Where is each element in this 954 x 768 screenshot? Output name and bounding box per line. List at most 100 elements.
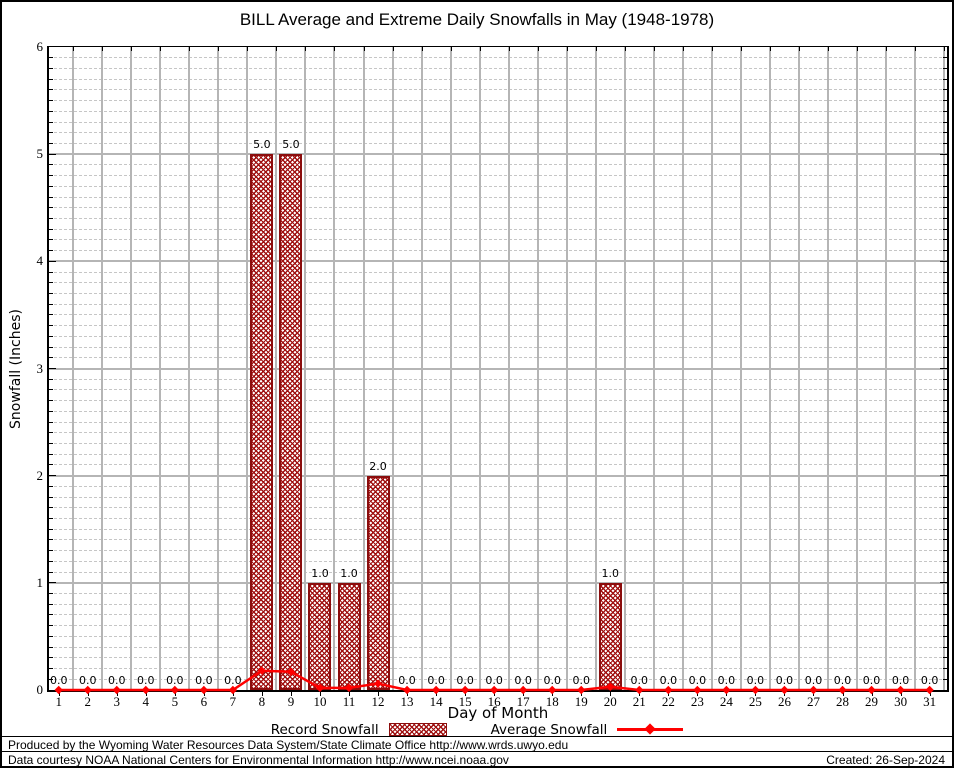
y-tick-right [943, 550, 947, 552]
average-point-marker [809, 685, 818, 695]
legend-average-line [617, 723, 684, 735]
y-tick-left [49, 571, 53, 573]
y-tick-right [943, 507, 947, 509]
plot-top-border [47, 46, 948, 47]
bar-value-label: 0.0 [862, 674, 881, 687]
average-point-marker [373, 679, 383, 688]
x-tick-label: 4 [142, 694, 150, 709]
average-point-marker [518, 685, 528, 695]
y-tick-right [943, 335, 947, 337]
record-snowfall-bar [308, 582, 332, 690]
grid-vertical-line [826, 47, 829, 690]
x-tick-label: 19 [574, 694, 588, 709]
y-axis-line [47, 46, 49, 692]
y-tick-left [49, 185, 53, 187]
y-tick-left [49, 678, 53, 680]
y-tick-left [49, 528, 53, 530]
top-tick [276, 47, 278, 51]
record-snowfall-bar [250, 154, 274, 690]
x-tick [581, 692, 583, 696]
y-tick-right [943, 78, 947, 80]
y-tick-left [49, 217, 53, 219]
grid-minor-line [49, 57, 947, 59]
x-tick [203, 692, 205, 696]
legend-line-marker-icon [644, 723, 656, 735]
grid-major-line [49, 367, 947, 370]
x-tick-label: 24 [719, 694, 733, 709]
average-point-marker [228, 685, 238, 695]
bar-value-label: 0.0 [659, 674, 678, 687]
grid-major-line [49, 260, 947, 263]
average-point-marker [431, 685, 441, 695]
y-tick-right [943, 228, 947, 230]
grid-minor-line [49, 528, 947, 530]
x-tick [610, 692, 612, 696]
average-point-marker [751, 685, 760, 695]
top-tick [334, 47, 336, 51]
top-tick [421, 47, 423, 51]
y-tick-left [49, 314, 53, 316]
y-tick-left [49, 282, 53, 284]
y-tick-left [49, 625, 53, 627]
y-tick-right [943, 142, 947, 144]
y-tick-right [943, 346, 947, 348]
grid-vertical-line [885, 47, 888, 690]
y-tick-right [943, 625, 947, 627]
grid-minor-line [49, 67, 947, 69]
bar-value-label: 0.0 [514, 674, 532, 687]
grid-minor-line [49, 389, 947, 391]
y-tick-left [49, 357, 53, 359]
grid-vertical-line [101, 47, 104, 690]
top-tick [247, 47, 249, 51]
bar-value-label: 0.0 [195, 674, 213, 687]
grid-vertical-line [188, 47, 191, 690]
bar-value-label: 0.0 [833, 674, 852, 687]
record-snowfall-bar [366, 475, 390, 690]
grid-minor-line [49, 571, 947, 573]
average-point-marker [141, 685, 150, 695]
grid-minor-line [49, 550, 947, 552]
x-tick-label: 25 [748, 694, 762, 709]
y-tick-left [49, 453, 53, 455]
y-tick-right [943, 121, 947, 123]
grid-vertical-line [914, 47, 917, 690]
x-tick [842, 692, 844, 696]
y-tick-label: 4 [36, 253, 44, 269]
grid-vertical-line [856, 47, 859, 690]
y-tick-left [49, 432, 53, 434]
footer-line-2: Data courtesy NOAA National Centers for … [8, 753, 509, 767]
x-axis-title: Day of Month [447, 704, 549, 722]
y-tick-left [49, 142, 53, 144]
grid-minor-line [49, 635, 947, 637]
grid-minor-line [49, 185, 947, 187]
grid-minor-line [49, 314, 947, 316]
x-tick [726, 692, 728, 696]
grid-minor-line [49, 507, 947, 509]
grid-minor-line [49, 78, 947, 80]
y-tick-label: 6 [36, 39, 44, 54]
x-tick-label: 30 [894, 694, 908, 709]
y-tick-label: 3 [36, 360, 44, 376]
y-tick-label: 1 [36, 574, 44, 590]
bar-value-label: 1.0 [340, 566, 358, 580]
y-tick-left [49, 239, 53, 241]
grid-vertical-line [710, 47, 713, 690]
grid-major-line [49, 153, 947, 156]
bar-value-label: 0.0 [543, 674, 561, 687]
grid-vertical-line [449, 47, 452, 690]
grid-vertical-line [739, 47, 742, 690]
grid-vertical-line [130, 47, 133, 690]
y-tick-right [943, 185, 947, 187]
x-tick [145, 692, 147, 696]
x-tick [900, 692, 902, 696]
grid-minor-line [49, 657, 947, 659]
grid-minor-line [49, 678, 947, 680]
y-tick-left [49, 335, 53, 337]
y-tick-label: 0 [36, 682, 44, 697]
top-tick [798, 47, 800, 51]
x-tick [378, 692, 380, 696]
plot-area: 0 1 2 3 4 5 6 1 2 3 4 5 6 7 8 9 10 11 12 13 14 15 16 17 18 19 20 21… [37, 40, 949, 709]
top-tick [944, 47, 946, 51]
y-tick-right [943, 528, 947, 530]
y-tick-left [49, 67, 53, 69]
